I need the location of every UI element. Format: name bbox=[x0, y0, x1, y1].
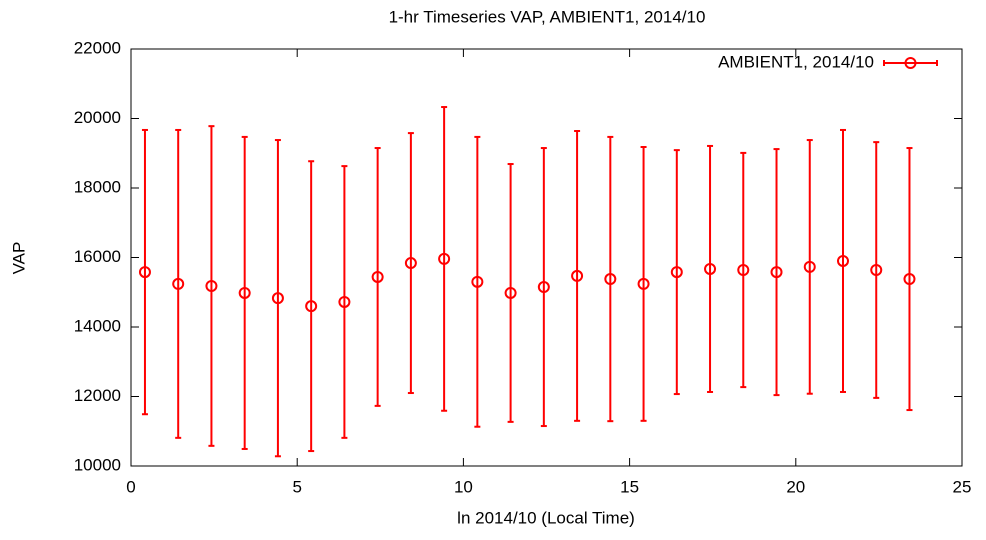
x-tick-label: 20 bbox=[786, 477, 805, 496]
error-bar bbox=[141, 128, 148, 416]
point bbox=[404, 257, 417, 270]
point bbox=[870, 264, 883, 277]
point bbox=[537, 281, 550, 294]
y-tick-label: 16000 bbox=[74, 247, 121, 266]
error-bar bbox=[540, 147, 547, 428]
error-bar bbox=[906, 147, 913, 412]
error-bar bbox=[574, 130, 581, 422]
x-tick-label: 15 bbox=[620, 477, 639, 496]
y-tick-label: 18000 bbox=[74, 177, 121, 196]
error-bar bbox=[308, 160, 315, 453]
error-bar bbox=[175, 128, 182, 439]
point bbox=[504, 286, 517, 299]
point bbox=[305, 300, 318, 313]
error-bar bbox=[707, 144, 714, 393]
point bbox=[205, 279, 218, 292]
point bbox=[172, 277, 185, 290]
point bbox=[637, 277, 650, 290]
error-bar bbox=[407, 132, 414, 395]
point bbox=[571, 269, 584, 282]
point bbox=[238, 286, 251, 299]
error-bar bbox=[274, 139, 281, 458]
point bbox=[604, 273, 617, 286]
error-bar bbox=[873, 141, 880, 399]
x-axis-label: ln 2014/10 (Local Time) bbox=[457, 508, 635, 527]
legend-marker bbox=[904, 57, 917, 69]
error-bar bbox=[640, 145, 647, 422]
point bbox=[737, 264, 750, 277]
point bbox=[338, 295, 351, 308]
legend-label: AMBIENT1, 2014/10 bbox=[718, 52, 874, 71]
y-axis-label: VAP bbox=[9, 242, 28, 275]
error-bar bbox=[208, 125, 215, 447]
error-bar bbox=[806, 139, 813, 395]
error-bar bbox=[740, 151, 747, 389]
error-bar bbox=[374, 147, 381, 407]
error-bar bbox=[441, 106, 448, 412]
error-bar bbox=[773, 148, 780, 397]
point bbox=[903, 273, 916, 286]
point bbox=[770, 266, 783, 279]
x-tick-label: 25 bbox=[953, 477, 972, 496]
y-tick-label: 22000 bbox=[74, 38, 121, 57]
y-tick-label: 14000 bbox=[74, 316, 121, 335]
point bbox=[271, 292, 284, 305]
error-bar bbox=[341, 165, 348, 439]
y-tick-label: 12000 bbox=[74, 386, 121, 405]
error-bar bbox=[673, 149, 680, 396]
point bbox=[670, 266, 683, 279]
x-tick-label: 0 bbox=[126, 477, 135, 496]
point bbox=[704, 262, 717, 275]
point bbox=[837, 254, 850, 267]
error-bar bbox=[474, 135, 481, 428]
error-bar bbox=[507, 163, 514, 423]
error-bar bbox=[241, 135, 248, 450]
point bbox=[371, 270, 384, 283]
x-tick-label: 5 bbox=[292, 477, 301, 496]
y-tick-label: 10000 bbox=[74, 455, 121, 474]
plot-frame bbox=[130, 48, 963, 467]
error-bar bbox=[840, 128, 847, 393]
point bbox=[138, 266, 151, 279]
point bbox=[438, 252, 451, 265]
y-tick-label: 20000 bbox=[74, 108, 121, 127]
x-tick-label: 10 bbox=[454, 477, 473, 496]
point bbox=[803, 260, 816, 273]
chart-title: 1-hr Timeseries VAP, AMBIENT1, 2014/10 bbox=[389, 7, 706, 26]
point bbox=[471, 275, 484, 288]
error-bar bbox=[607, 135, 614, 423]
